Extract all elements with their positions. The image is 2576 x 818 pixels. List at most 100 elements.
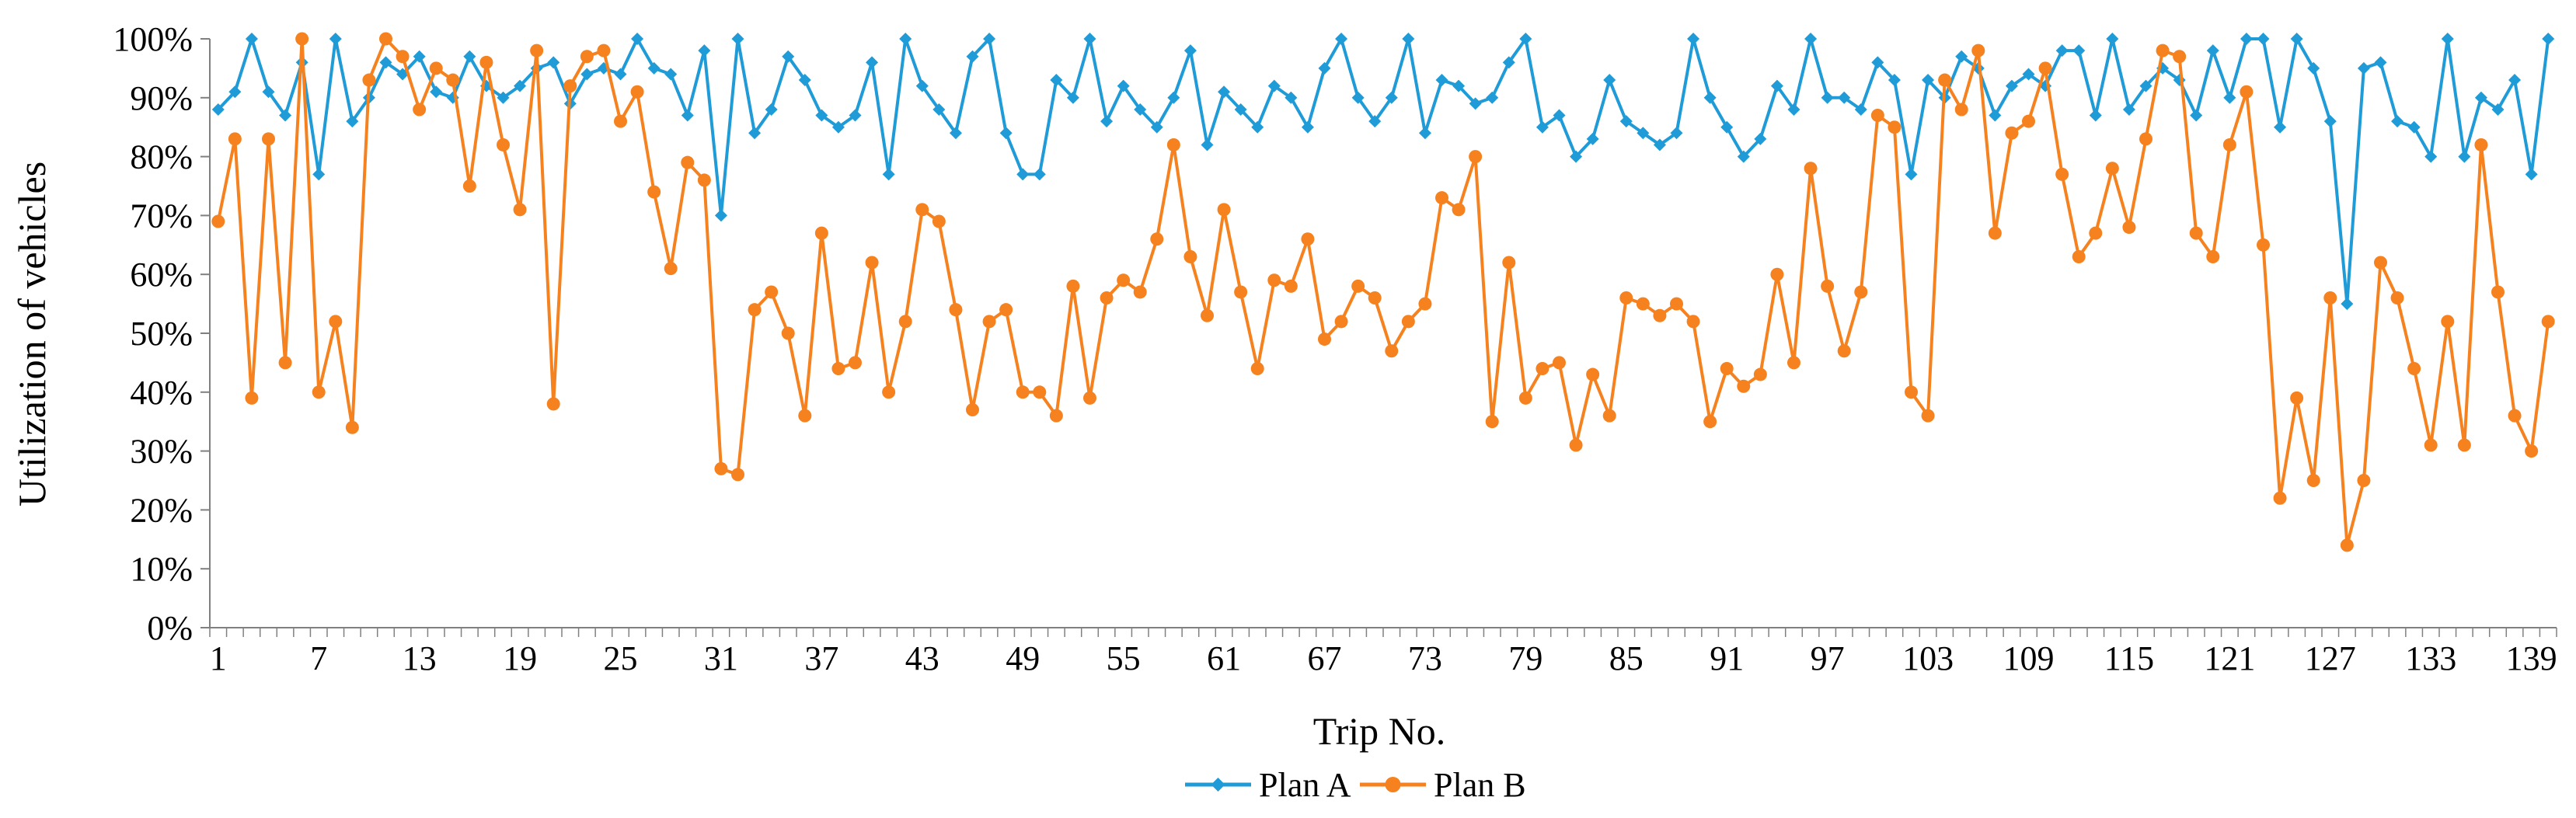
data-point (1167, 91, 1180, 104)
data-point (1938, 73, 1952, 87)
data-point (647, 185, 661, 199)
data-point (463, 50, 476, 63)
x-tick-label: 79 (1508, 639, 1542, 677)
x-tick-label: 55 (1107, 639, 1141, 677)
data-point (2190, 109, 2203, 122)
data-point (1134, 103, 1147, 116)
y-tick-label: 10% (130, 550, 193, 588)
data-point (915, 79, 929, 92)
data-point (2055, 167, 2069, 181)
legend-label: Plan A (1259, 766, 1351, 804)
data-point (949, 127, 962, 140)
data-point (630, 85, 644, 99)
data-point (479, 55, 493, 69)
data-point (1670, 297, 1683, 311)
data-point (430, 85, 443, 99)
data-point (1016, 168, 1030, 181)
data-point (580, 68, 594, 81)
data-point (898, 315, 912, 329)
data-point (1754, 132, 1767, 145)
data-point (329, 315, 343, 329)
data-point (1703, 415, 1717, 429)
x-tick-label: 115 (2104, 639, 2154, 677)
data-point (1117, 273, 1131, 287)
data-point (932, 103, 946, 116)
data-point (1519, 33, 1532, 45)
data-point (982, 315, 996, 329)
data-point (245, 391, 259, 405)
data-point (698, 44, 711, 57)
data-point (2139, 79, 2152, 92)
x-tick-label: 73 (1408, 639, 1442, 677)
x-tick-label: 85 (1609, 639, 1644, 677)
x-tick-label: 139 (2506, 639, 2557, 677)
x-tick-label: 97 (1811, 639, 1845, 677)
data-point (530, 44, 544, 57)
data-point (2525, 168, 2538, 181)
data-point (2072, 249, 2086, 263)
data-point (547, 56, 560, 69)
data-point (497, 91, 510, 104)
data-point (262, 85, 275, 99)
data-point (647, 61, 661, 75)
data-point (1033, 168, 1046, 181)
data-point (899, 33, 912, 45)
data-point (1318, 332, 1331, 346)
data-point (1955, 50, 1968, 63)
data-point (1486, 91, 1499, 104)
x-tick-label: 19 (503, 639, 537, 677)
data-point (2457, 438, 2471, 452)
data-point (1301, 120, 1314, 134)
data-point (597, 44, 611, 57)
data-point (966, 403, 979, 417)
data-point (2290, 33, 2303, 45)
data-point (882, 385, 896, 399)
data-point (2407, 361, 2421, 375)
data-point (1016, 385, 1030, 399)
data-point (1083, 391, 1096, 405)
data-point (1971, 44, 1985, 57)
data-point (2206, 44, 2219, 57)
data-point (2491, 103, 2505, 116)
data-point (999, 303, 1013, 317)
data-point (1619, 291, 1633, 305)
data-point (580, 50, 594, 64)
data-point (798, 409, 812, 423)
data-point (345, 420, 359, 434)
data-point (1250, 361, 1264, 375)
data-point (2424, 438, 2438, 452)
data-point (2122, 221, 2136, 235)
data-point (278, 356, 292, 370)
data-point (999, 127, 1013, 140)
data-point (279, 109, 292, 122)
data-point (1234, 103, 1247, 116)
data-point (2542, 33, 2555, 45)
data-point (1553, 109, 1566, 122)
data-point (2005, 79, 2018, 92)
data-point (1720, 361, 1734, 375)
data-point (1670, 127, 1683, 140)
legend-label: Plan B (1434, 766, 1526, 804)
data-point (2508, 409, 2522, 423)
data-point (748, 303, 762, 317)
data-point (1837, 344, 1851, 358)
data-point (2089, 226, 2103, 240)
data-point (2374, 56, 2387, 69)
data-point (1452, 79, 1466, 92)
data-point (2508, 74, 2522, 87)
y-tick-label: 60% (130, 256, 193, 294)
data-point (2273, 491, 2287, 505)
data-point (1166, 137, 1180, 151)
data-point (2541, 315, 2555, 329)
data-point (211, 214, 225, 228)
data-point (1351, 279, 1365, 293)
data-point (1569, 438, 1583, 452)
data-point (697, 173, 711, 187)
data-point (1435, 191, 1448, 205)
data-point (413, 103, 427, 117)
y-tick-label: 20% (130, 491, 193, 529)
data-point (379, 32, 392, 46)
x-tick-label: 13 (403, 639, 437, 677)
data-point (1284, 279, 1298, 293)
